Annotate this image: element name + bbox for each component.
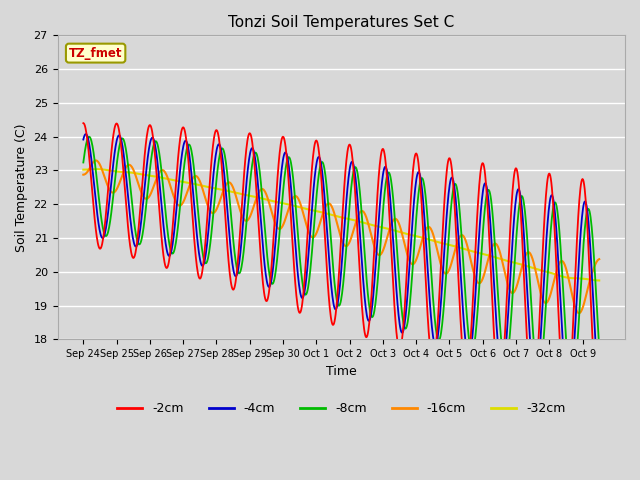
-32cm [294, 204, 302, 210]
-8cm [384, 170, 392, 176]
-8cm [176, 208, 184, 214]
-8cm [105, 227, 113, 233]
-4cm [570, 346, 578, 351]
-8cm [595, 346, 603, 351]
-32cm [595, 277, 603, 283]
-2cm [294, 301, 301, 307]
Y-axis label: Soil Temperature (C): Soil Temperature (C) [15, 123, 28, 252]
-4cm [79, 137, 87, 143]
-8cm [579, 256, 586, 262]
-32cm [93, 166, 100, 172]
-8cm [79, 160, 87, 166]
-16cm [570, 300, 578, 306]
-2cm [578, 179, 586, 184]
Line: -2cm: -2cm [83, 123, 599, 429]
-4cm [176, 172, 184, 178]
-16cm [575, 310, 582, 316]
-32cm [578, 276, 586, 281]
X-axis label: Time: Time [326, 365, 356, 378]
-16cm [294, 195, 302, 201]
-2cm [383, 178, 391, 184]
Text: TZ_fmet: TZ_fmet [69, 47, 122, 60]
-2cm [104, 187, 112, 192]
-32cm [105, 168, 113, 173]
Line: -4cm: -4cm [83, 134, 599, 396]
-4cm [384, 173, 392, 179]
-2cm [570, 314, 577, 320]
-32cm [570, 276, 578, 281]
-16cm [595, 256, 603, 262]
-16cm [92, 157, 100, 163]
-16cm [105, 185, 113, 191]
-16cm [384, 232, 392, 238]
-8cm [571, 376, 579, 382]
-4cm [105, 205, 113, 211]
-8cm [85, 134, 93, 140]
-32cm [79, 167, 87, 172]
-32cm [384, 226, 392, 231]
-4cm [294, 273, 302, 278]
-2cm [79, 120, 87, 126]
Line: -8cm: -8cm [83, 137, 599, 389]
-2cm [175, 145, 183, 151]
-16cm [579, 305, 586, 311]
-8cm [294, 232, 302, 238]
Legend: -2cm, -4cm, -8cm, -16cm, -32cm: -2cm, -4cm, -8cm, -16cm, -32cm [112, 397, 570, 420]
Title: Tonzi Soil Temperatures Set C: Tonzi Soil Temperatures Set C [228, 15, 454, 30]
Line: -32cm: -32cm [83, 169, 599, 280]
-16cm [176, 203, 184, 209]
Line: -16cm: -16cm [83, 160, 599, 313]
-4cm [595, 393, 603, 398]
-16cm [79, 172, 87, 178]
-4cm [82, 131, 90, 137]
-4cm [578, 214, 586, 220]
-2cm [595, 426, 603, 432]
-32cm [176, 179, 184, 184]
-8cm [568, 386, 575, 392]
